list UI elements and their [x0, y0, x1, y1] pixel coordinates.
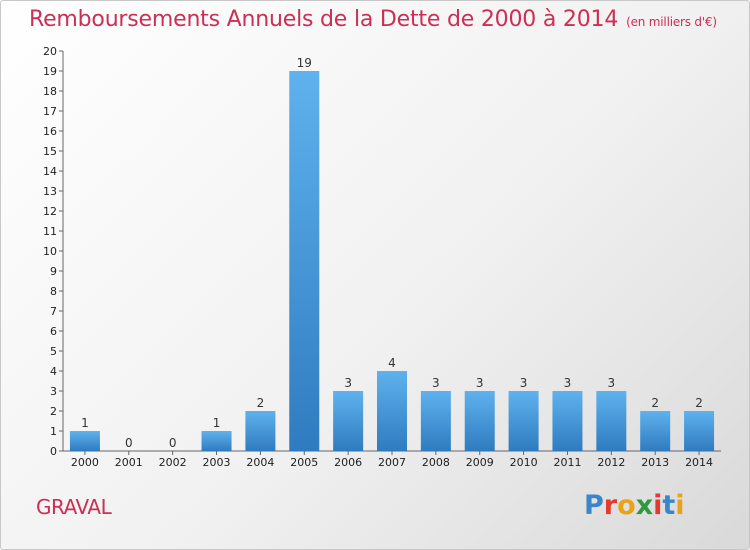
x-tick-label: 2002: [159, 456, 187, 469]
y-tick-label: 8: [50, 285, 57, 298]
logo-letter: o: [617, 490, 636, 521]
x-tick-label: 2007: [378, 456, 406, 469]
y-tick-label: 14: [43, 165, 57, 178]
logo-letter: i: [675, 490, 685, 521]
y-tick-label: 13: [43, 185, 57, 198]
logo-letter: x: [635, 490, 654, 521]
bar: [596, 391, 627, 451]
bar: [508, 391, 539, 451]
y-tick-label: 16: [43, 125, 57, 138]
bar: [289, 71, 320, 451]
data-label: 1: [213, 416, 221, 430]
x-tick-label: 2009: [466, 456, 494, 469]
y-tick-label: 3: [50, 385, 57, 398]
logo-letter: P: [584, 490, 604, 521]
y-tick-label: 5: [50, 345, 57, 358]
bar: [245, 411, 276, 451]
logo-letter: t: [662, 490, 676, 521]
y-tick-label: 0: [50, 445, 57, 458]
data-label: 3: [344, 376, 352, 390]
bar: [464, 391, 495, 451]
y-tick-label: 18: [43, 85, 57, 98]
data-label: 3: [432, 376, 440, 390]
y-tick-label: 9: [50, 265, 57, 278]
y-tick-label: 4: [50, 365, 57, 378]
x-tick-label: 2014: [685, 456, 713, 469]
y-tick-label: 20: [43, 45, 57, 58]
y-tick-label: 1: [50, 425, 57, 438]
x-tick-label: 2013: [641, 456, 669, 469]
x-tick-label: 2010: [510, 456, 538, 469]
bar: [552, 391, 583, 451]
bar: [377, 371, 407, 451]
bar: [684, 411, 715, 451]
data-label: 3: [608, 376, 616, 390]
x-tick-label: 2006: [334, 456, 362, 469]
data-label: 3: [564, 376, 572, 390]
y-tick-label: 7: [50, 305, 57, 318]
chart-title-text: Remboursements Annuels de la Dette de 20…: [29, 7, 619, 32]
bar: [201, 431, 232, 451]
proxiti-logo: Proxiti: [584, 490, 685, 521]
x-tick-label: 2001: [115, 456, 143, 469]
data-label: 3: [520, 376, 528, 390]
commune-name: GRAVAL: [36, 495, 112, 519]
chart-title: Remboursements Annuels de la Dette de 20…: [29, 7, 717, 32]
bar: [333, 391, 364, 451]
x-tick-label: 2012: [597, 456, 625, 469]
x-tick-label: 2008: [422, 456, 450, 469]
logo-letter: r: [603, 490, 618, 521]
data-label: 2: [695, 396, 703, 410]
unit-note: (en milliers d'€): [626, 15, 717, 29]
bar: [69, 431, 100, 451]
data-label: 0: [125, 436, 133, 450]
y-tick-label: 10: [43, 245, 57, 258]
data-label: 2: [651, 396, 659, 410]
x-tick-label: 2005: [290, 456, 318, 469]
y-tick-label: 15: [43, 145, 57, 158]
x-tick-label: 2003: [203, 456, 231, 469]
bar: [420, 391, 451, 451]
logo-letter: i: [653, 490, 663, 521]
x-tick-label: 2011: [553, 456, 581, 469]
data-label: 2: [257, 396, 265, 410]
y-tick-label: 19: [43, 65, 57, 78]
x-tick-label: 2000: [71, 456, 99, 469]
y-tick-label: 12: [43, 205, 57, 218]
y-tick-label: 11: [43, 225, 57, 238]
y-tick-label: 2: [50, 405, 57, 418]
data-label: 4: [388, 356, 396, 370]
x-tick-label: 2004: [246, 456, 274, 469]
y-tick-label: 6: [50, 325, 57, 338]
data-label: 0: [169, 436, 177, 450]
y-tick-label: 17: [43, 105, 57, 118]
bar: [640, 411, 671, 451]
data-label: 3: [476, 376, 484, 390]
data-label: 1: [81, 416, 89, 430]
data-label: 19: [297, 56, 312, 70]
